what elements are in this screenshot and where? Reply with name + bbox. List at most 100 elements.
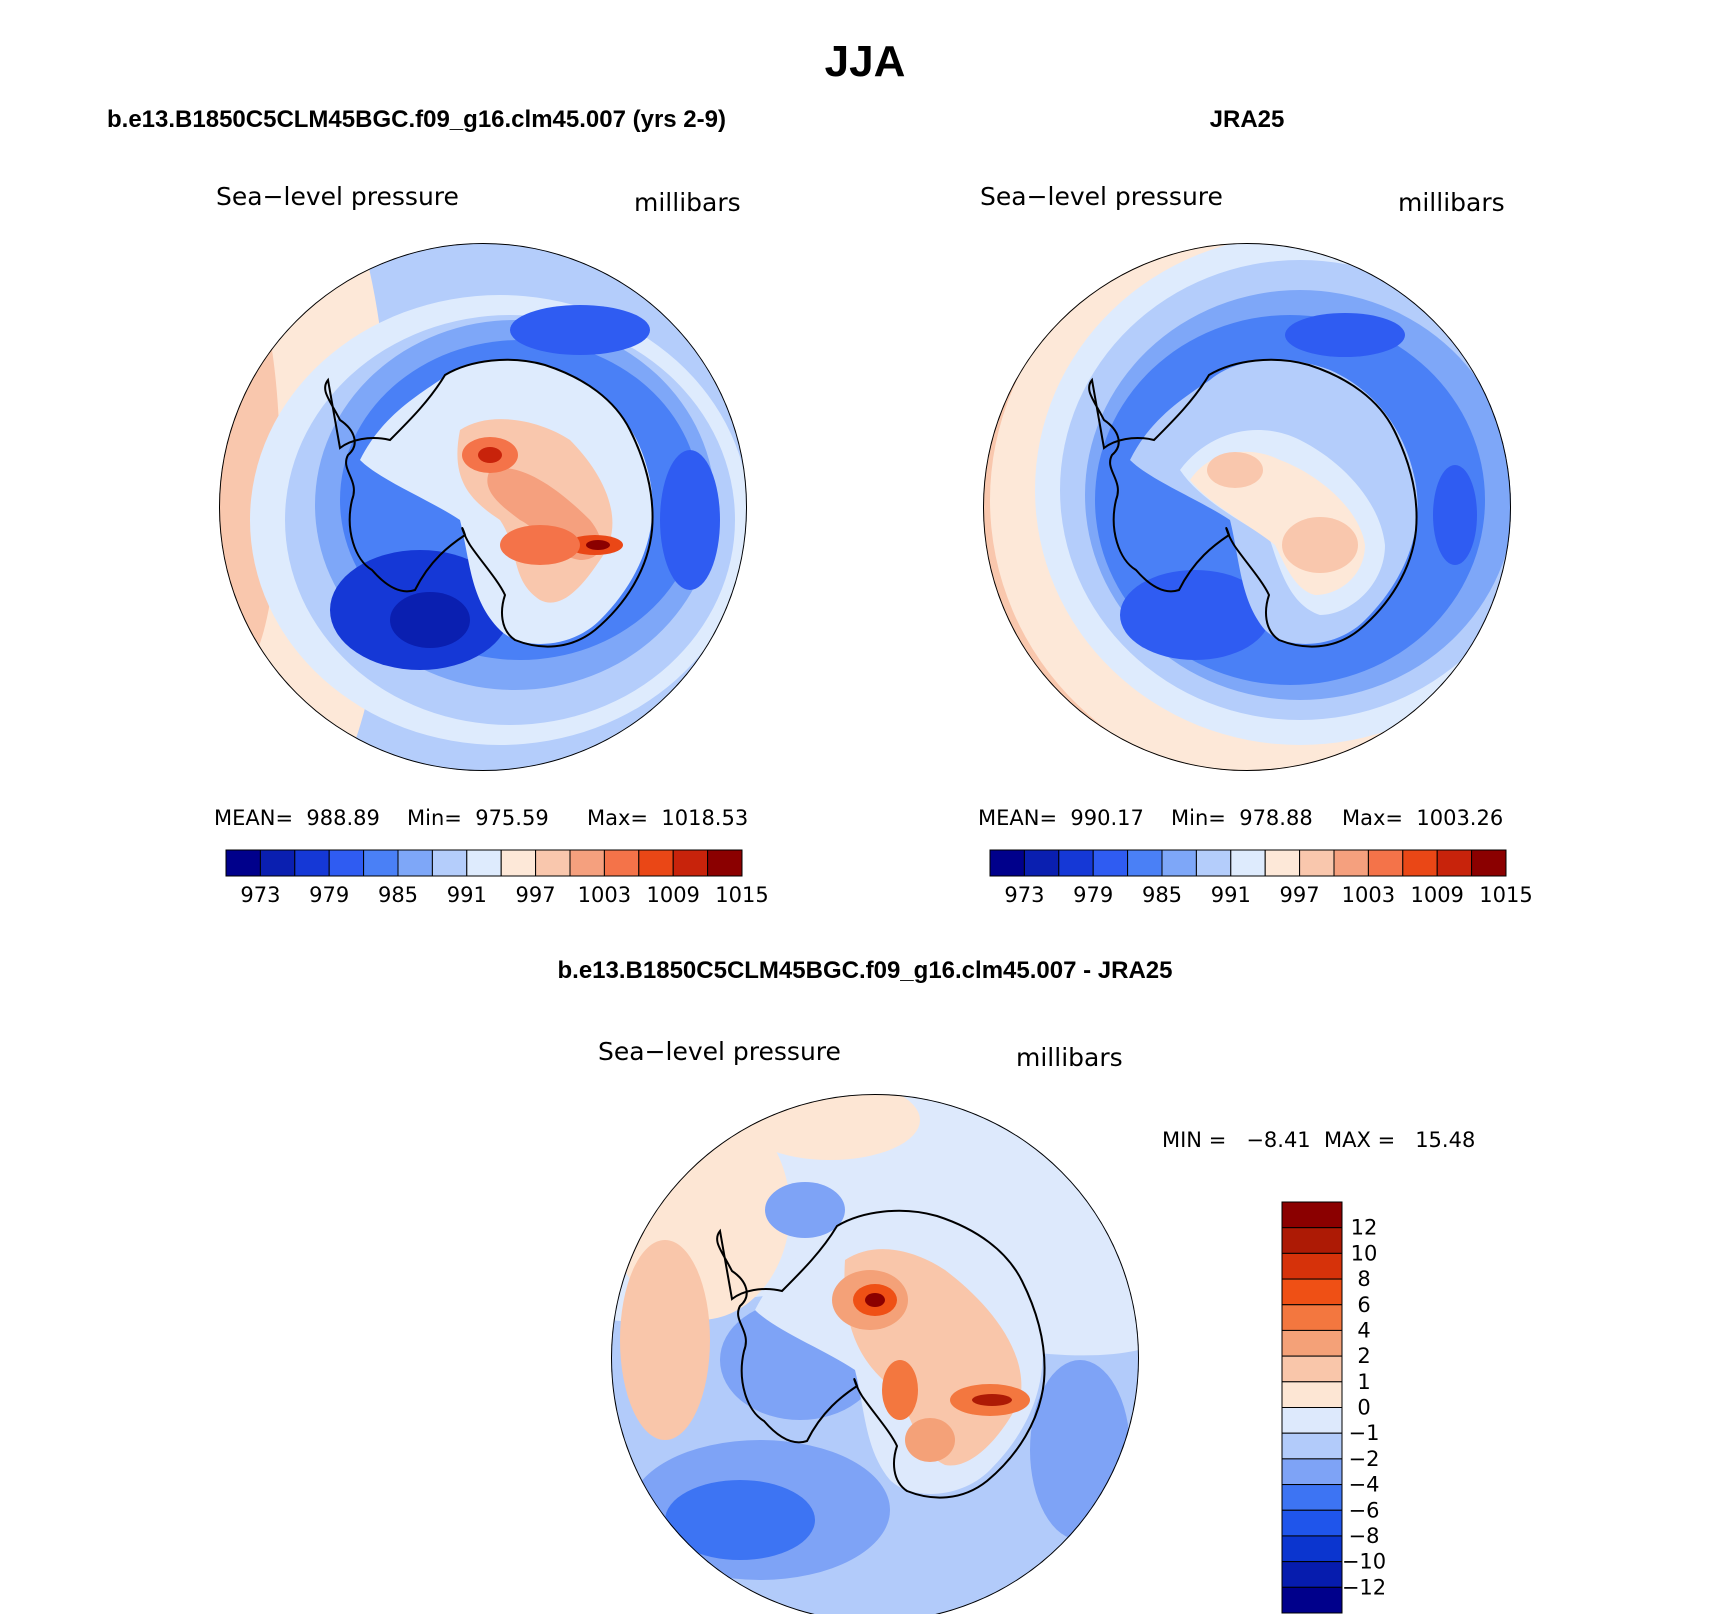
colorbar-diff-box-1: [1281, 1227, 1343, 1254]
panel-model-units-label: millibars: [634, 188, 741, 217]
panel-obs: JRA25 Sea−level pressure millibars MEAN=…: [978, 106, 1533, 907]
colorbar-obs-tick-label: 997: [1280, 883, 1320, 907]
map1-low-center-2: [390, 592, 470, 648]
colorbar-model-box-10: [569, 849, 605, 877]
map3-west-warm: [620, 1240, 710, 1440]
colorbar-model-box-2: [294, 849, 330, 877]
map3-lower-low-3: [1030, 1360, 1130, 1540]
colorbar-obs-tick-label: 979: [1073, 883, 1113, 907]
panel-diff-variable-label: Sea−level pressure: [598, 1037, 841, 1066]
colorbar-diff-tick-label: 2: [1357, 1344, 1370, 1368]
map3-lower-low-2: [665, 1480, 815, 1560]
colorbar-obs-box-8: [1264, 849, 1301, 877]
colorbar-obs-box-7: [1230, 849, 1266, 877]
colorbar-diff-tick-label: 0: [1357, 1396, 1370, 1420]
map3-upper-low: [765, 1182, 845, 1238]
map2-low-center-1: [1120, 570, 1270, 660]
colorbar-model-box-12: [638, 849, 674, 877]
colorbar-model-tick-label: 979: [309, 883, 349, 907]
colorbar-model-box-3: [328, 849, 365, 877]
colorbar-obs-tick-label: 985: [1142, 883, 1182, 907]
colorbar-diff-box-14: [1281, 1561, 1343, 1588]
colorbar-model-box-0: [225, 849, 261, 877]
colorbar-diff-box-5: [1281, 1329, 1343, 1357]
map3-high-6: [882, 1360, 918, 1420]
colorbar-obs-box-3: [1092, 849, 1129, 877]
map2-high-1: [1282, 517, 1358, 573]
colorbar-diff-tick-label: −8: [1349, 1524, 1380, 1548]
colorbar-obs-tick-label: 973: [1004, 883, 1044, 907]
colorbar-diff-tick-label: −12: [1342, 1575, 1386, 1599]
colorbar-obs-box-10: [1333, 849, 1369, 877]
panel-model-map: [219, 243, 747, 771]
panel-model-max: Max= 1018.53: [587, 806, 748, 830]
map3-high-3: [865, 1293, 885, 1307]
panel-diff-title: b.e13.B1850C5CLM45BGC.f09_g16.clm45.007 …: [558, 957, 1173, 984]
colorbar-diff-box-0: [1281, 1201, 1343, 1229]
panel-model: b.e13.B1850C5CLM45BGC.f09_g16.clm45.007 …: [107, 106, 769, 907]
panel-obs-units-label: millibars: [1398, 188, 1505, 217]
panel-obs-max: Max= 1003.26: [1342, 806, 1503, 830]
map2-low-center-2: [1285, 313, 1405, 357]
colorbar-diff-box-10: [1281, 1458, 1343, 1486]
colorbar-model-box-13: [672, 849, 709, 877]
map1-low-center-4: [510, 305, 650, 355]
colorbar-model-box-7: [466, 849, 502, 877]
panel-obs-map: [983, 243, 1511, 771]
colorbar-diff-box-13: [1281, 1535, 1343, 1563]
map1-low-center-3: [660, 450, 720, 590]
colorbar-model-tick-label: 985: [378, 883, 418, 907]
map3-high-7: [905, 1418, 955, 1462]
map1-high-4: [586, 540, 610, 550]
colorbar-model-box-5: [397, 849, 433, 877]
colorbar-diff-box-15: [1281, 1586, 1343, 1614]
colorbar-obs-box-4: [1127, 849, 1163, 877]
colorbar-model-tick-label: 991: [447, 883, 487, 907]
panel-obs-min: Min= 978.88: [1171, 806, 1313, 830]
colorbar-obs-box-6: [1195, 849, 1232, 877]
colorbar-diff-tick-label: 12: [1351, 1216, 1378, 1240]
panel-diff-minmax: MIN = −8.41 MAX = 15.48: [1162, 1128, 1475, 1152]
colorbar-obs-tick-label: 991: [1211, 883, 1251, 907]
main-title: JJA: [825, 37, 906, 86]
colorbar-diff-tick-label: −2: [1349, 1447, 1380, 1471]
colorbar-model-box-4: [363, 849, 399, 877]
colorbar-diff-box-3: [1281, 1278, 1343, 1306]
panel-model-variable-label: Sea−level pressure: [216, 182, 459, 211]
colorbar-obs-box-5: [1161, 849, 1197, 877]
colorbar-diff-tick-label: 10: [1351, 1241, 1378, 1265]
colorbar-obs-box-1: [1023, 849, 1060, 877]
colorbar-model-tick-label: 1015: [715, 883, 768, 907]
colorbar-diff-tick-label: −4: [1349, 1473, 1380, 1497]
panel-model-colorbar: 973 979 985 991 997 1003 1009 1015: [225, 849, 769, 907]
colorbar-diff-box-2: [1281, 1252, 1343, 1280]
panel-model-min: Min= 975.59: [407, 806, 549, 830]
colorbar-model-box-14: [707, 849, 743, 877]
colorbar-diff-tick-label: 4: [1357, 1318, 1370, 1342]
colorbar-diff-box-9: [1281, 1432, 1343, 1460]
colorbar-model-box-11: [603, 849, 640, 877]
panel-obs-title: JRA25: [1210, 106, 1285, 133]
colorbar-diff-tick-label: 8: [1357, 1267, 1370, 1291]
colorbar-obs-box-13: [1436, 849, 1473, 877]
colorbar-diff-box-4: [1281, 1304, 1343, 1331]
colorbar-diff-tick-label: −1: [1349, 1421, 1380, 1445]
panel-obs-colorbar: 973 979 985 991 997 1003 1009 1015: [989, 849, 1533, 907]
colorbar-obs-box-9: [1299, 849, 1335, 877]
colorbar-model-box-6: [431, 849, 468, 877]
colorbar-obs-tick-label: 1009: [1410, 883, 1463, 907]
colorbar-obs-tick-label: 1003: [1342, 883, 1395, 907]
colorbar-obs-box-12: [1402, 849, 1438, 877]
map3-high-5: [972, 1394, 1012, 1406]
map1-coastline: [324, 358, 654, 648]
colorbar-obs-box-11: [1367, 849, 1404, 877]
panel-model-mean: MEAN= 988.89: [214, 806, 380, 830]
map2-low-center-3: [1433, 465, 1477, 565]
colorbar-diff-box-8: [1281, 1407, 1343, 1434]
colorbar-diff-tick-label: 1: [1357, 1370, 1370, 1394]
map1-high-5: [500, 525, 580, 565]
colorbar-diff-box-7: [1281, 1381, 1343, 1408]
colorbar-model-tick-label: 1003: [578, 883, 631, 907]
